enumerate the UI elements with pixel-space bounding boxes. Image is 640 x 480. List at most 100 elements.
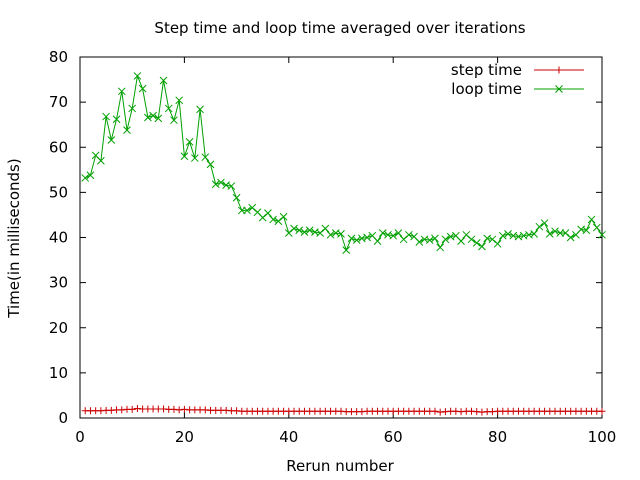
data-point (405, 230, 413, 239)
data-point (180, 152, 189, 161)
data-point (457, 237, 465, 245)
data-point (493, 239, 502, 248)
data-point (112, 115, 121, 124)
y-tick-label: 70 (49, 93, 68, 111)
data-point (347, 234, 356, 243)
data-point (337, 230, 345, 238)
x-tick-label: 20 (175, 428, 194, 446)
data-point (295, 226, 304, 235)
data-point (243, 206, 251, 215)
data-point (399, 235, 408, 244)
data-point (504, 230, 512, 238)
data-point (425, 236, 434, 245)
data-point (123, 126, 131, 134)
data-point (431, 407, 439, 415)
data-point (540, 219, 549, 227)
data-point (394, 229, 403, 237)
series-line (84, 74, 603, 252)
data-point (478, 242, 486, 251)
data-point (217, 178, 225, 187)
y-tick-label: 50 (49, 183, 68, 201)
y-tick-label: 40 (49, 229, 68, 247)
legend-label: step time (451, 61, 522, 79)
data-point (498, 231, 507, 240)
data-point (227, 182, 236, 190)
data-point (441, 235, 450, 244)
data-point (164, 104, 173, 113)
data-point (133, 72, 142, 80)
data-point (378, 229, 387, 237)
data-point (264, 209, 272, 217)
data-point (467, 235, 476, 244)
legend-marker (555, 66, 563, 74)
plot-border (79, 56, 603, 419)
data-point (196, 105, 204, 114)
series-loop-time (81, 72, 606, 254)
data-point (389, 231, 398, 240)
data-point (284, 229, 293, 237)
data-point (415, 238, 424, 246)
x-tick-label: 40 (279, 428, 298, 446)
plot-area (81, 72, 606, 416)
axes: 0 20 40 60 80 100 0 10 20 30 40 50 60 70 80 (49, 48, 616, 446)
data-point (462, 230, 471, 239)
y-tick-label: 20 (49, 319, 68, 337)
data-point (566, 233, 575, 242)
data-point (149, 111, 157, 120)
legend-label: loop time (451, 80, 522, 98)
data-point (97, 156, 105, 165)
data-point (211, 180, 220, 189)
legend-marker (555, 85, 563, 93)
series-step-time (81, 405, 606, 416)
data-point (206, 160, 215, 169)
data-point (81, 174, 90, 182)
data-point (431, 234, 439, 243)
y-tick-label: 0 (58, 409, 68, 427)
data-point (488, 235, 497, 244)
data-point (321, 224, 330, 233)
data-point (363, 233, 371, 242)
data-point (598, 407, 606, 415)
data-point (279, 212, 288, 221)
data-point (232, 193, 241, 202)
data-point (128, 405, 136, 413)
data-point (530, 230, 538, 238)
x-axis-label: Rerun number (286, 457, 394, 475)
data-point (258, 213, 267, 222)
data-point (154, 114, 163, 123)
data-point (305, 226, 314, 235)
data-point (373, 237, 382, 245)
data-point (170, 116, 178, 125)
data-point (436, 243, 445, 252)
data-point (274, 217, 283, 226)
data-point (592, 223, 601, 232)
data-point (190, 154, 199, 162)
data-point (86, 171, 95, 180)
chart-title: Step time and loop time averaged over it… (154, 19, 525, 37)
data-point (561, 229, 570, 237)
data-point (545, 230, 554, 238)
x-tick-label: 60 (384, 428, 403, 446)
data-point (326, 230, 335, 239)
data-point (472, 239, 481, 247)
x-tick-label: 80 (488, 428, 507, 446)
y-tick-label: 30 (49, 274, 68, 292)
data-point (102, 112, 110, 121)
data-point (352, 236, 361, 245)
data-point (598, 230, 606, 239)
data-point (117, 87, 126, 96)
data-point (201, 153, 210, 162)
y-tick-label: 80 (49, 48, 68, 66)
data-point (159, 76, 168, 85)
x-tick-label: 100 (588, 428, 617, 446)
data-point (587, 215, 596, 224)
data-point (138, 84, 147, 93)
data-point (128, 104, 137, 113)
y-tick-label: 10 (49, 364, 68, 382)
data-point (144, 113, 152, 122)
y-axis-label: Time(in milliseconds) (5, 158, 23, 318)
data-point (175, 96, 184, 105)
data-point (300, 228, 309, 236)
